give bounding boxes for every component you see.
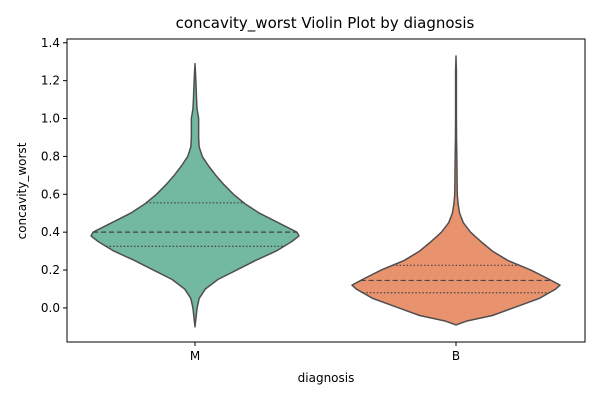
y-tick-label: 0.4 — [41, 225, 60, 239]
y-tick-label: 1.2 — [41, 74, 60, 88]
y-tick-label: 0.6 — [41, 187, 60, 201]
chart-title: concavity_worst Violin Plot by diagnosis — [176, 14, 475, 33]
violin-body-B — [351, 55, 561, 326]
y-tick-label: 1.0 — [41, 112, 60, 126]
y-tick-label: 1.4 — [41, 36, 60, 50]
y-axis: 0.0 0.2 0.4 0.6 0.8 1.0 1.2 1.4 — [41, 36, 67, 315]
violin-M — [90, 62, 300, 328]
plot-frame — [66, 38, 586, 343]
y-tick-label: 0.2 — [41, 263, 60, 277]
x-tick-label: M — [190, 349, 200, 363]
y-axis-label: concavity_worst — [15, 142, 29, 239]
y-tick-label: 0.0 — [41, 301, 60, 315]
violin-layer — [90, 55, 561, 328]
x-tick-label: B — [452, 349, 460, 363]
violin-body-M — [90, 62, 300, 328]
y-tick-label: 0.8 — [41, 149, 60, 163]
x-axis-label: diagnosis — [298, 371, 355, 385]
violin-B — [351, 55, 561, 326]
